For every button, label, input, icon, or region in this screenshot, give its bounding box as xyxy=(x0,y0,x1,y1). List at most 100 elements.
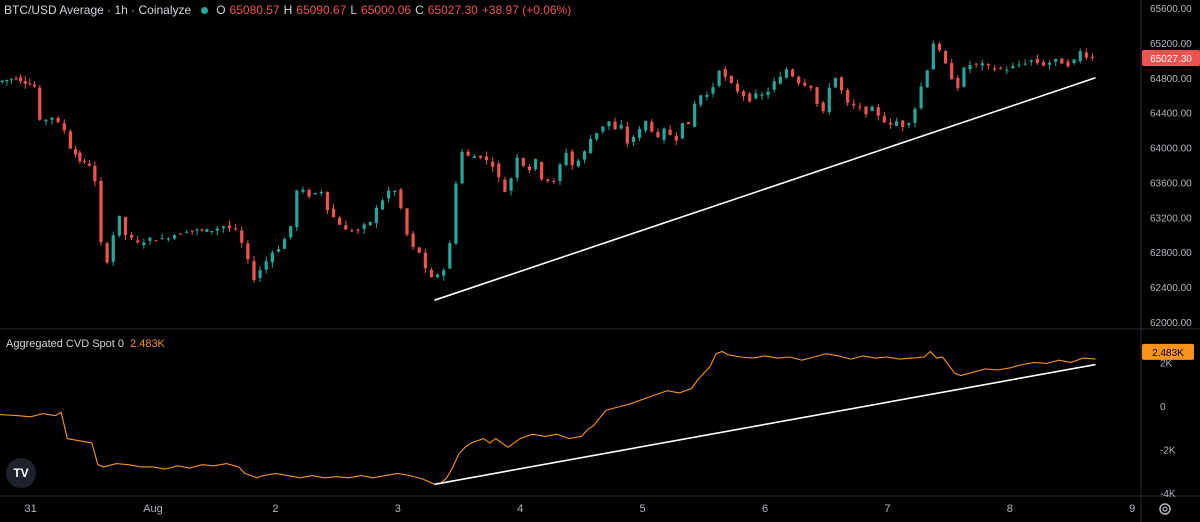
price-trendline xyxy=(434,77,1096,301)
candle-body xyxy=(78,152,82,162)
candle-body xyxy=(1054,58,1058,62)
candle-body xyxy=(650,121,654,132)
time-tick-label: 8 xyxy=(1007,503,1013,515)
candle-body xyxy=(968,64,972,70)
candle-body xyxy=(631,136,636,142)
candle-body xyxy=(123,217,128,235)
candle-body xyxy=(509,178,513,191)
candle-body xyxy=(748,93,752,102)
candle-body xyxy=(680,123,685,139)
price-tick-label: 64800.00 xyxy=(1150,74,1192,85)
candle-body xyxy=(1090,56,1095,58)
candle-body xyxy=(925,70,929,88)
high-label: H xyxy=(283,3,293,17)
candle-body xyxy=(674,135,678,141)
candle-body xyxy=(1066,61,1070,67)
candle-body xyxy=(429,269,434,278)
candle-body xyxy=(589,138,593,154)
candle-body xyxy=(803,82,807,86)
candle-body xyxy=(368,222,372,225)
candle-body xyxy=(846,90,850,103)
candle-body xyxy=(711,87,715,94)
candle-body xyxy=(276,249,281,252)
candle-body xyxy=(1011,66,1015,69)
candle-body xyxy=(1084,52,1088,58)
candle-body xyxy=(570,151,574,166)
candle-body xyxy=(742,91,746,97)
candle-body xyxy=(546,179,550,181)
indicator-header[interactable]: Aggregated CVD Spot 0 2.483K xyxy=(6,338,165,350)
time-tick-label: 7 xyxy=(884,503,890,515)
candle-body xyxy=(87,163,91,166)
time-tick-label: 9 xyxy=(1129,503,1135,515)
candle-body xyxy=(313,193,317,195)
candle-body xyxy=(778,76,782,84)
candle-body xyxy=(950,63,954,80)
candle-body xyxy=(533,159,538,170)
candle-body xyxy=(999,67,1003,69)
candle-body xyxy=(686,122,691,125)
candle-body xyxy=(1072,59,1076,64)
candle-body xyxy=(705,94,709,97)
candle-body xyxy=(827,87,831,113)
candle-body xyxy=(1060,58,1064,64)
candle-body xyxy=(411,233,415,248)
candle-body xyxy=(907,123,911,126)
price-tick-label: 65600.00 xyxy=(1150,4,1192,15)
gear-icon[interactable] xyxy=(1158,502,1172,516)
candle-body xyxy=(607,121,611,126)
candle-body xyxy=(821,102,825,112)
candles xyxy=(0,40,1095,283)
candle-body xyxy=(442,270,446,276)
candle-body xyxy=(784,69,789,78)
candle-body xyxy=(790,69,795,77)
candle-body xyxy=(693,103,697,127)
candle-body xyxy=(136,240,140,243)
candle-body xyxy=(264,261,268,270)
candle-body xyxy=(656,131,660,138)
price-tick-label: 62800.00 xyxy=(1150,248,1192,259)
candle-body xyxy=(564,152,568,166)
candle-body xyxy=(662,128,666,140)
candle-body xyxy=(38,87,42,120)
candle-body xyxy=(14,78,18,80)
candle-body xyxy=(1023,63,1027,65)
candle-body xyxy=(888,122,893,125)
candle-body xyxy=(117,215,121,236)
candle-body xyxy=(864,106,868,115)
candle-body xyxy=(28,83,32,85)
low-value: 65000.06 xyxy=(361,3,412,17)
cvd-tick-label: 0 xyxy=(1160,402,1166,413)
candle-body xyxy=(93,165,97,182)
candle-body xyxy=(809,85,813,88)
open-label: O xyxy=(216,3,226,17)
candle-body xyxy=(919,86,923,109)
time-tick-label: 3 xyxy=(395,503,401,515)
cvd-trendline xyxy=(434,363,1096,486)
candle-body xyxy=(619,124,623,129)
candle-body xyxy=(399,189,403,209)
price-tick-label: 62000.00 xyxy=(1150,318,1192,329)
time-tick-label: 6 xyxy=(762,503,768,515)
candle-body xyxy=(215,228,219,231)
candle-body xyxy=(729,76,733,83)
tradingview-logo-icon[interactable]: TV xyxy=(6,458,36,488)
price-badge-label: 65027.30 xyxy=(1150,54,1192,65)
candle-body xyxy=(380,200,385,210)
candle-body xyxy=(9,79,14,81)
symbol-title[interactable]: BTC/USD Average · 1h · Coinalyze xyxy=(4,3,192,17)
candle-body xyxy=(962,67,966,87)
candle-body xyxy=(760,94,764,96)
candle-body xyxy=(166,238,170,240)
live-status-icon xyxy=(201,6,209,14)
candle-body xyxy=(210,231,214,233)
candle-body xyxy=(234,228,238,230)
candle-body xyxy=(99,180,103,243)
candle-body xyxy=(205,229,209,232)
candle-body xyxy=(129,234,134,238)
candle-body xyxy=(32,84,37,87)
candle-body xyxy=(195,229,199,231)
candle-body xyxy=(717,70,721,86)
candle-body xyxy=(142,242,146,246)
